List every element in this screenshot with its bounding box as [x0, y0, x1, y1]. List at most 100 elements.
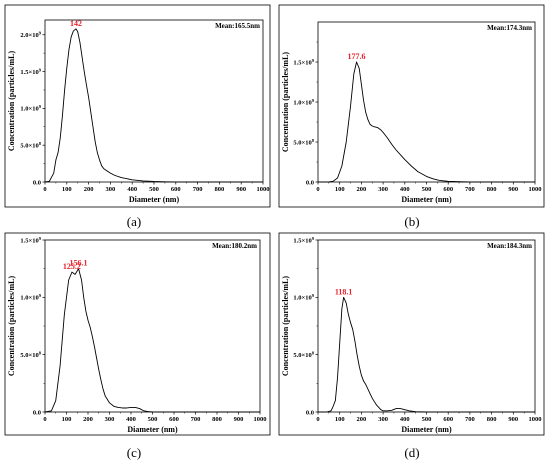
x-axis-label: Diameter (nm) [127, 425, 178, 434]
x-tick-label: 700 [465, 416, 475, 423]
chart-panel-1: 0 100 200 300 400 500 600 700 800 900 1000 0.0 5.0×1… [4, 4, 271, 208]
mean-label: Mean:165.5nm [215, 22, 260, 30]
x-tick-label: 900 [508, 416, 518, 423]
y-tick-label: 2.0×109 [20, 31, 41, 40]
x-tick-label: 100 [62, 186, 72, 193]
y-axis-label: Concentration (particles/mL) [281, 276, 290, 377]
x-tick-label: 500 [422, 186, 432, 193]
x-axis-label: Diameter (nm) [401, 195, 452, 204]
chart-panel-2: 0 100 200 300 400 500 600 700 800 900 1000 0.0 5.0×1… [278, 4, 545, 208]
x-tick-label: 500 [149, 186, 159, 193]
x-tick-label: 1000 [254, 416, 267, 423]
x-tick-label: 0 [43, 416, 46, 423]
plot-area [44, 19, 264, 183]
x-tick-label: 400 [400, 416, 410, 423]
x-tick-label: 500 [422, 416, 432, 423]
x-axis-label: Diameter (nm) [401, 425, 452, 434]
panel-frame [4, 4, 271, 208]
y-tick-label: 5.0×108 [293, 138, 314, 147]
x-tick-label: 800 [212, 416, 222, 423]
y-tick-exponent: 8 [39, 350, 42, 355]
series-line [44, 268, 260, 413]
y-tick-exponent: 8 [312, 350, 315, 355]
y-tick-exponent: 8 [312, 138, 315, 143]
y-tick-exponent: 9 [39, 67, 42, 72]
y-tick-exponent: 8 [39, 141, 42, 146]
x-tick-label: 200 [84, 186, 94, 193]
x-tick-label: 800 [487, 186, 497, 193]
y-tick-label: 0.0 [306, 409, 314, 416]
x-axis-label: Diameter (nm) [129, 195, 180, 204]
plot-area [317, 239, 536, 413]
x-tick-label: 300 [378, 416, 388, 423]
x-tick-label: 400 [126, 416, 136, 423]
x-tick-label: 100 [335, 416, 345, 423]
y-tick-label: 5.0×108 [20, 350, 41, 359]
y-tick-exponent: 9 [312, 293, 315, 298]
y-axis-label: Concentration (particles/mL) [7, 276, 16, 377]
y-tick-exponent: 9 [39, 236, 42, 241]
panel-frame [4, 232, 271, 436]
y-tick-exponent: 9 [39, 104, 42, 109]
series-line [44, 28, 263, 183]
peak-label: 125.2 [63, 262, 81, 271]
peak-label: 142 [70, 19, 82, 28]
x-tick-label: 1000 [529, 416, 542, 423]
mean-label: Mean:174.3nm [487, 24, 532, 32]
panel-label: (b) [404, 214, 419, 229]
y-tick-label: 1.0×109 [20, 293, 41, 302]
series-line [318, 296, 535, 413]
x-tick-label: 100 [335, 186, 345, 193]
x-tick-label: 300 [106, 186, 116, 193]
x-tick-label: 500 [148, 416, 158, 423]
x-tick-label: 0 [316, 186, 319, 193]
panel-frame [278, 232, 545, 436]
x-tick-label: 100 [62, 416, 72, 423]
y-tick-label: 5.0×108 [293, 350, 314, 359]
y-tick-label: 0.0 [33, 179, 41, 186]
y-tick-exponent: 9 [39, 31, 42, 36]
y-tick-exponent: 9 [312, 58, 315, 63]
x-tick-label: 700 [191, 416, 201, 423]
panel-label: (d) [404, 445, 419, 460]
panel-label: (a) [127, 214, 141, 229]
y-tick-exponent: 9 [39, 293, 42, 298]
mean-label: Mean:180.2nm [212, 242, 257, 250]
y-tick-label: 1.0×109 [293, 98, 314, 107]
x-tick-label: 900 [236, 186, 246, 193]
y-tick-exponent: 9 [312, 236, 315, 241]
y-tick-label: 1.0×109 [293, 293, 314, 302]
x-tick-label: 900 [508, 186, 518, 193]
x-tick-label: 800 [487, 416, 497, 423]
peak-label: 118.1 [335, 287, 353, 296]
x-tick-label: 1000 [529, 186, 542, 193]
x-tick-label: 200 [83, 416, 93, 423]
x-tick-label: 600 [443, 186, 453, 193]
x-tick-label: 700 [465, 186, 475, 193]
x-tick-label: 200 [357, 416, 367, 423]
y-axis-label: Concentration (particles/mL) [7, 51, 16, 152]
y-tick-label: 1.5×109 [293, 58, 314, 67]
x-tick-label: 900 [234, 416, 244, 423]
x-tick-label: 0 [316, 416, 319, 423]
y-tick-label: 1.5×109 [20, 236, 41, 245]
x-tick-label: 0 [43, 186, 46, 193]
x-tick-label: 300 [378, 186, 388, 193]
y-tick-label: 1.5×109 [293, 236, 314, 245]
x-tick-label: 800 [215, 186, 225, 193]
x-tick-label: 200 [357, 186, 367, 193]
panel-label: (c) [127, 445, 141, 460]
y-tick-label: 1.0×109 [20, 104, 41, 113]
y-axis-label: Concentration (particles/mL) [281, 52, 290, 153]
y-tick-label: 0.0 [33, 409, 41, 416]
chart-panel-3: 0 100 200 300 400 500 600 700 800 900 1000 0.0 5.0×1… [4, 232, 271, 436]
mean-label: Mean:184.3nm [487, 242, 532, 250]
panel-frame [278, 4, 545, 208]
x-tick-label: 600 [443, 416, 453, 423]
x-tick-label: 700 [193, 186, 203, 193]
x-tick-label: 600 [169, 416, 179, 423]
y-tick-label: 5.0×108 [20, 141, 41, 150]
x-tick-label: 400 [127, 186, 137, 193]
peak-label: 177.6 [348, 52, 366, 61]
series-line [318, 61, 535, 183]
